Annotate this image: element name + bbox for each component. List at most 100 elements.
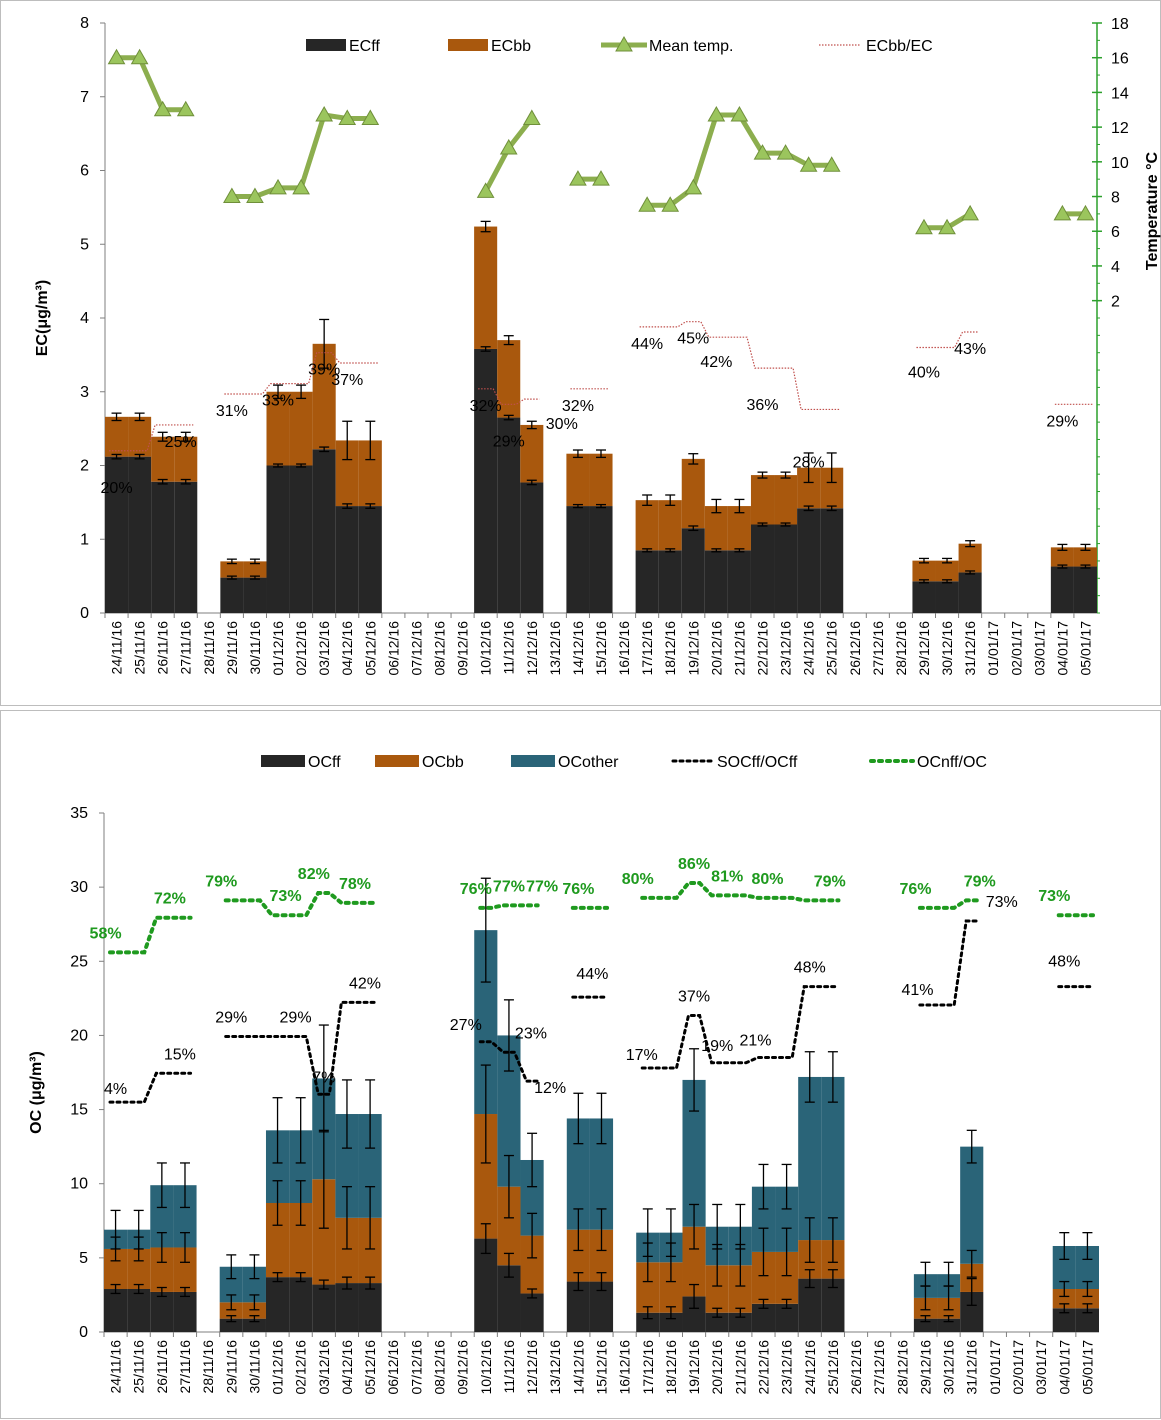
- ratio-label: 40%: [908, 365, 940, 382]
- ec-chart-panel: 0 1 2 3 4 5 6 7 8 2 4 6 8 10 12 14 16 18 EC(μg/m³) Temperat…: [0, 0, 1161, 706]
- temp-marker: [1076, 204, 1095, 221]
- x-tick-label: 29/11/16: [223, 1340, 239, 1394]
- bar-ocbb: [751, 1251, 776, 1304]
- x-tick-label: 05/01/17: [1077, 621, 1093, 676]
- x-tick-label: 16/12/16: [616, 621, 632, 676]
- bar-ocbb: [358, 1217, 382, 1284]
- x-tick-label: 19/12/16: [685, 621, 701, 676]
- bar-ecbb: [151, 436, 175, 482]
- bar-ocbb: [705, 1265, 729, 1313]
- y-tick-label: 0: [80, 605, 89, 622]
- temp-marker: [638, 196, 657, 212]
- x-tick-label: 25/12/16: [825, 1340, 841, 1395]
- bar-ecbb: [774, 475, 798, 525]
- ocnff-oc-label: 81%: [711, 868, 743, 885]
- bar-ocff: [775, 1303, 799, 1332]
- bar-ocother: [497, 1035, 521, 1187]
- ratio-line-ecbb-ec: [916, 331, 978, 349]
- bar-ecff: [566, 506, 590, 613]
- bar-ocbb: [289, 1202, 313, 1278]
- x-tick-label: 19/12/16: [686, 1340, 702, 1395]
- bar-ocff: [173, 1291, 197, 1332]
- x-tick-label: 09/12/16: [455, 621, 471, 676]
- socff-ocff-label: 48%: [1048, 954, 1080, 971]
- y-tick-label: 20: [70, 1027, 88, 1044]
- bar-ocbb: [1075, 1288, 1099, 1309]
- bar-ocbb: [312, 1179, 336, 1285]
- bar-ocff: [242, 1318, 266, 1332]
- bar-ecff: [820, 508, 844, 613]
- ratio-label: 30%: [546, 416, 578, 433]
- x-tick-label: 30/11/16: [246, 1340, 262, 1394]
- bar-ocbb: [104, 1248, 128, 1289]
- ocnff-oc-label: 77%: [493, 878, 525, 895]
- x-tick-label: 12/12/16: [524, 1340, 540, 1395]
- legend-swatch-ocbb: [375, 755, 419, 767]
- socff-ocff-line: [224, 1000, 378, 1096]
- bar-ocff: [821, 1278, 845, 1332]
- socff-ocff-label: 23%: [515, 1025, 547, 1042]
- bar-ocother: [242, 1266, 266, 1303]
- temp-marker: [938, 218, 956, 235]
- temp-marker: [684, 178, 703, 195]
- x-tick-label: 01/12/16: [270, 621, 286, 676]
- legend-swatch-ecff: [306, 39, 346, 51]
- temp-marker: [822, 156, 841, 172]
- x-tick-label: 27/12/16: [871, 1340, 887, 1395]
- bar-ecbb: [266, 391, 290, 466]
- bar-ocother: [474, 930, 498, 1115]
- y2-tick-label: 10: [1111, 155, 1129, 172]
- y-tick-label: 1: [80, 531, 89, 548]
- temp-marker: [153, 100, 172, 117]
- x-tick-label: 05/12/16: [362, 1340, 378, 1395]
- x-tick-label: 28/11/16: [200, 1340, 216, 1394]
- x-tick-label: 28/12/16: [894, 1340, 910, 1395]
- x-tick-label: 22/12/16: [754, 621, 770, 676]
- x-tick-label: 24/11/16: [109, 621, 125, 675]
- x-tick-label: 04/01/17: [1054, 621, 1070, 676]
- y-tick-label: 30: [70, 879, 88, 896]
- ocnff-oc-label: 76%: [899, 881, 931, 898]
- x-tick-label: 23/12/16: [778, 621, 794, 676]
- bar-ocff: [636, 1312, 660, 1332]
- bar-ocff: [682, 1296, 706, 1332]
- bar-ocff: [566, 1281, 590, 1332]
- bar-ecff: [658, 550, 682, 613]
- socff-ocff-label: 41%: [901, 982, 933, 999]
- ocnff-oc-label: 82%: [298, 866, 330, 883]
- socff-ocff-label: 42%: [349, 975, 381, 992]
- ocnff-oc-label: 76%: [460, 881, 492, 898]
- bar-ecbb: [935, 560, 959, 582]
- bar-ocother: [1052, 1245, 1076, 1289]
- y2-tick-label: 18: [1111, 16, 1129, 33]
- x-tick-label: 24/11/16: [108, 1340, 124, 1394]
- x-tick-label: 27/12/16: [870, 621, 886, 676]
- x-tick-label: 11/12/16: [501, 621, 517, 675]
- socff-ocff-label: 12%: [534, 1080, 566, 1097]
- bar-ocff: [798, 1278, 822, 1332]
- bar-ocff: [150, 1291, 174, 1332]
- socff-ocff-label: 29%: [215, 1010, 247, 1027]
- socff-ocff-line: [108, 1071, 193, 1104]
- x-tick-label: 29/12/16: [916, 621, 932, 676]
- ratio-line-ecbb-ec: [224, 352, 378, 395]
- temp-marker: [476, 182, 495, 198]
- temp-marker: [776, 144, 795, 160]
- ocnff-oc-label: 79%: [964, 873, 996, 890]
- temp-marker: [130, 48, 149, 65]
- socff-ocff-label: 19%: [701, 1038, 733, 1055]
- socff-ocff-label: 29%: [280, 1010, 312, 1027]
- bar-ocff: [312, 1284, 336, 1332]
- x-tick-label: 01/01/17: [987, 1340, 1003, 1395]
- y-tick-label: 6: [80, 163, 89, 180]
- bar-ecbb: [958, 543, 982, 573]
- x-tick-label: 29/12/16: [917, 1340, 933, 1395]
- bar-ecbb: [566, 453, 590, 507]
- y2-tick-label: 6: [1111, 224, 1120, 241]
- ratio-label: 33%: [262, 393, 294, 410]
- x-tick-label: 24/12/16: [801, 621, 817, 676]
- bar-ecff: [289, 465, 313, 613]
- y2-tick-label: 12: [1111, 120, 1129, 137]
- temp-marker: [915, 218, 933, 235]
- x-tick-label: 02/12/16: [293, 1340, 309, 1395]
